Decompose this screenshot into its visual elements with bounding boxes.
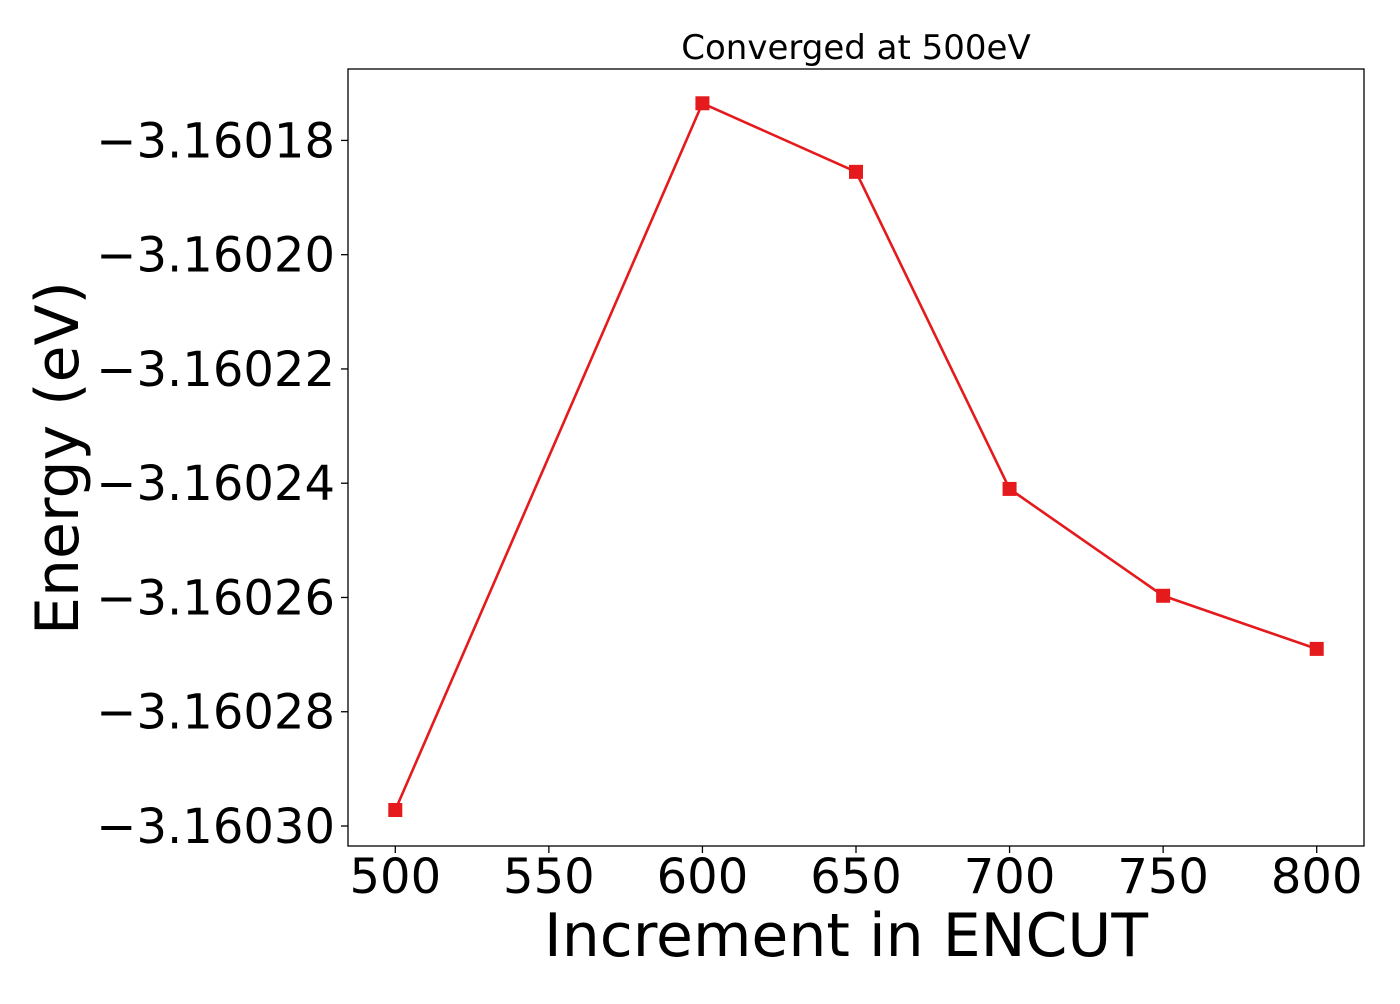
- y-tick-label: −3.16022: [96, 342, 335, 398]
- x-tick-label: 550: [503, 849, 595, 905]
- y-axis-ticks: −3.16030 −3.16028 −3.16026 −3.16024 −3.16022…: [96, 113, 348, 855]
- y-tick-label: −3.16026: [96, 570, 335, 626]
- y-tick-label: −3.16030: [96, 799, 335, 855]
- data-point-marker: [1156, 588, 1171, 603]
- data-point-marker: [1309, 641, 1324, 656]
- y-tick-label: −3.16024: [96, 456, 335, 512]
- x-axis-ticks: 500 550 600 650 700 750 800: [349, 846, 1363, 905]
- x-tick-label: 650: [810, 849, 902, 905]
- plot-frame: [347, 68, 1365, 847]
- series-layer: [388, 96, 1324, 818]
- x-tick-label: 800: [1271, 849, 1363, 905]
- y-tick-label: −3.16028: [96, 685, 335, 741]
- x-tick-label: 700: [964, 849, 1056, 905]
- data-point-marker: [1002, 481, 1017, 496]
- y-tick-label: −3.16020: [96, 228, 335, 284]
- x-tick-label: 600: [657, 849, 749, 905]
- y-axis-label: Energy (eV): [23, 281, 93, 635]
- data-point-marker: [849, 164, 863, 179]
- series-line: [394, 101, 1318, 811]
- y-tick-label: −3.16018: [96, 113, 335, 169]
- x-axis-label: Increment in ENCUT: [544, 901, 1148, 971]
- x-tick-label: 750: [1117, 849, 1209, 905]
- chart-title: Converged at 500eV: [681, 28, 1030, 68]
- data-point-marker: [695, 96, 710, 111]
- data-point-marker: [388, 803, 403, 818]
- x-tick-label: 500: [349, 849, 441, 905]
